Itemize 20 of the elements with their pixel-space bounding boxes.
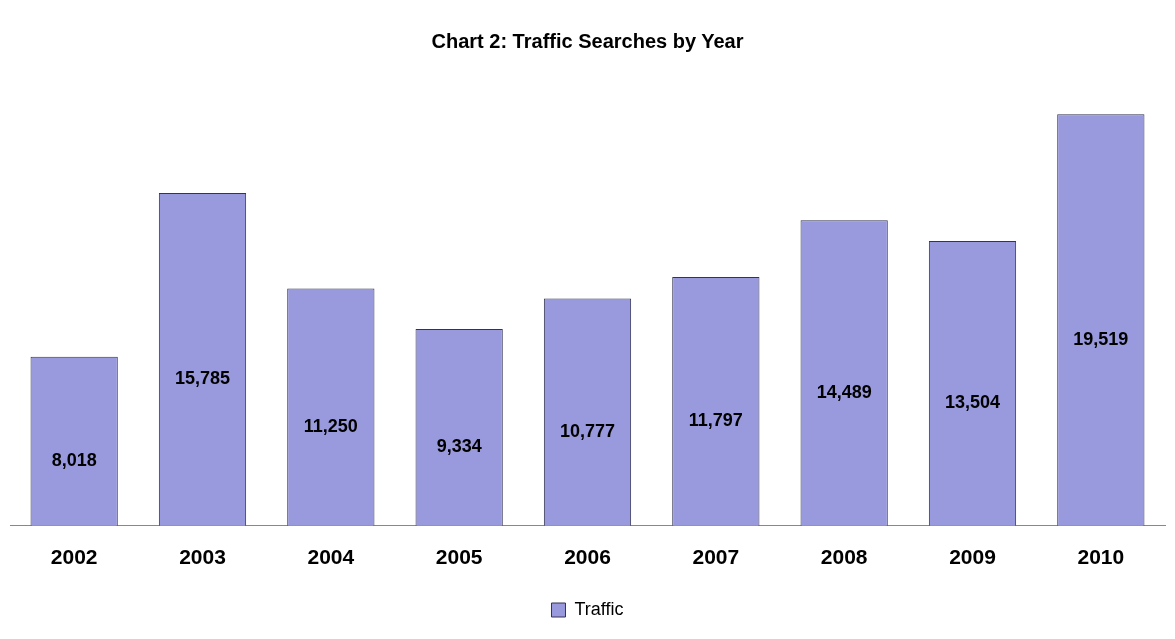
x-tick-label: 2008	[820, 545, 868, 569]
data-label: 8,018	[51, 450, 97, 471]
data-label: 9,334	[436, 436, 482, 457]
x-tick-label: 2002	[50, 545, 98, 569]
legend-label: Traffic	[574, 598, 624, 619]
x-tick-label: 2010	[1077, 545, 1125, 569]
x-tick-label: 2004	[307, 545, 355, 569]
x-tick-label: 2003	[179, 545, 226, 569]
x-tick-label: 2005	[435, 545, 483, 569]
data-label: 11,250	[303, 416, 358, 437]
data-label: 14,489	[816, 381, 872, 402]
data-label: 15,785	[174, 368, 231, 389]
x-tick-label: 2007	[692, 545, 740, 569]
x-tick-label: 2009	[949, 545, 996, 569]
data-label: 10,777	[559, 421, 616, 442]
data-label: 19,519	[1073, 328, 1129, 349]
x-tick-label: 2006	[564, 545, 611, 569]
chart-title: Chart 2: Traffic Searches by Year	[431, 29, 744, 52]
data-label: 13,504	[944, 392, 1001, 413]
data-label: 11,797	[688, 410, 743, 431]
